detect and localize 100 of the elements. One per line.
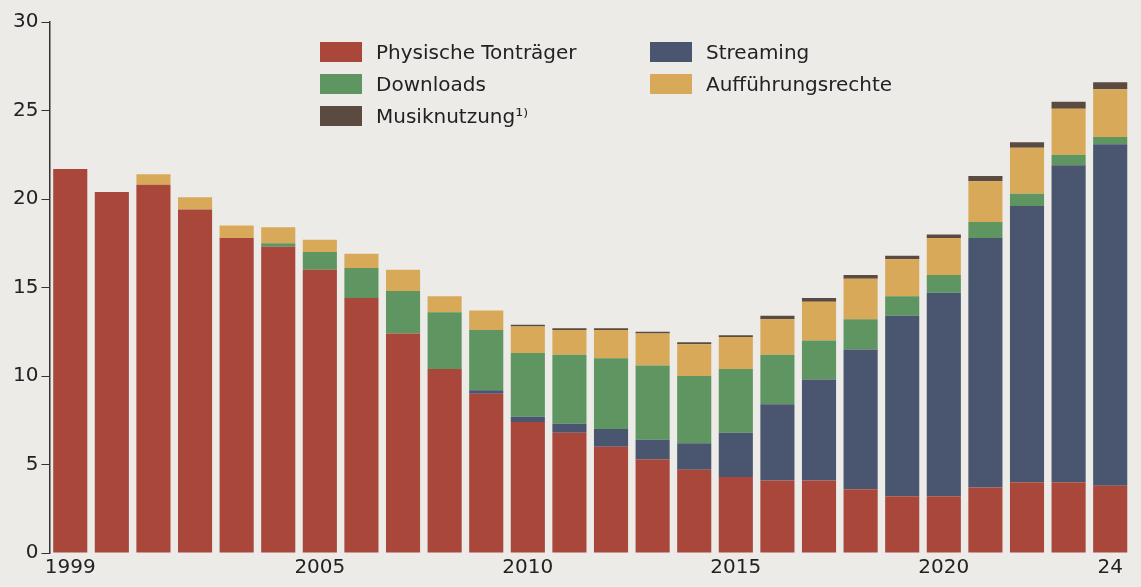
bar bbox=[219, 225, 254, 238]
x-tick-label: 2020 bbox=[918, 554, 970, 579]
x-tick-label: 2015 bbox=[710, 554, 762, 579]
bar bbox=[385, 269, 421, 292]
legend-label: Downloads bbox=[376, 72, 486, 96]
bar bbox=[635, 439, 670, 460]
bar bbox=[177, 209, 213, 553]
bar bbox=[344, 253, 379, 269]
bar bbox=[427, 368, 462, 553]
bar bbox=[510, 416, 545, 423]
bar bbox=[843, 319, 878, 350]
y-tick-label: 5 bbox=[25, 450, 39, 475]
bar bbox=[1009, 142, 1045, 148]
bar bbox=[1009, 193, 1045, 207]
bar bbox=[552, 329, 587, 355]
bar bbox=[552, 423, 587, 433]
y-tick-label: 10 bbox=[13, 362, 39, 387]
x-tick-label: 2005 bbox=[294, 554, 346, 579]
bar bbox=[510, 422, 545, 553]
x-tick-label: 1999 bbox=[44, 554, 96, 579]
bar bbox=[261, 243, 296, 247]
bar bbox=[593, 358, 629, 430]
bar bbox=[385, 291, 421, 334]
bar bbox=[968, 487, 1003, 553]
bar bbox=[677, 469, 712, 553]
bar bbox=[469, 310, 504, 330]
bar bbox=[843, 489, 878, 553]
bar bbox=[1093, 144, 1128, 486]
bar bbox=[427, 296, 462, 313]
bar bbox=[261, 246, 296, 553]
bar bbox=[136, 174, 171, 185]
bar bbox=[593, 429, 629, 447]
bar bbox=[968, 222, 1003, 238]
bar bbox=[677, 344, 712, 376]
x-tick-label: 2010 bbox=[502, 554, 554, 579]
bar bbox=[968, 175, 1003, 182]
bar bbox=[177, 197, 213, 210]
bar bbox=[1051, 165, 1086, 483]
bar bbox=[1009, 206, 1045, 483]
bar bbox=[718, 337, 753, 369]
bar bbox=[885, 296, 920, 316]
bar bbox=[302, 269, 337, 553]
bar bbox=[427, 312, 462, 369]
bar bbox=[677, 443, 712, 470]
bar bbox=[718, 368, 753, 433]
y-tick-label: 30 bbox=[13, 8, 39, 33]
bar bbox=[760, 354, 795, 405]
bar bbox=[635, 333, 670, 366]
bar bbox=[677, 376, 712, 444]
bar bbox=[344, 268, 379, 299]
bar bbox=[593, 329, 629, 359]
y-tick-label: 25 bbox=[13, 96, 39, 121]
bar bbox=[1093, 137, 1128, 145]
bar bbox=[926, 237, 961, 276]
bar bbox=[469, 390, 504, 394]
y-tick-label: 0 bbox=[25, 539, 39, 564]
bar bbox=[926, 275, 961, 293]
bar bbox=[843, 349, 878, 490]
bar bbox=[552, 432, 587, 553]
bar bbox=[510, 326, 545, 353]
legend-label: Streaming bbox=[706, 40, 810, 64]
bar bbox=[801, 301, 837, 341]
bar bbox=[469, 393, 504, 553]
bar bbox=[718, 476, 753, 553]
bar bbox=[760, 404, 795, 481]
bar bbox=[801, 379, 837, 481]
bar bbox=[760, 319, 795, 355]
bar bbox=[885, 315, 920, 497]
bar bbox=[1009, 482, 1045, 553]
bar bbox=[1093, 89, 1128, 138]
bar bbox=[469, 329, 504, 391]
bar bbox=[843, 275, 878, 279]
bar bbox=[1051, 108, 1086, 155]
bar bbox=[1051, 101, 1086, 109]
bar bbox=[926, 234, 961, 238]
bar bbox=[926, 496, 961, 553]
bar bbox=[302, 239, 337, 253]
bar bbox=[261, 227, 296, 244]
bar bbox=[843, 278, 878, 320]
bar bbox=[1093, 82, 1128, 90]
bar bbox=[1051, 154, 1086, 166]
bar bbox=[760, 480, 795, 553]
bar bbox=[635, 365, 670, 440]
bar bbox=[801, 298, 837, 302]
y-tick-label: 20 bbox=[13, 185, 39, 210]
legend-label: Physische Tonträger bbox=[376, 40, 577, 64]
legend-label: Aufführungsrechte bbox=[706, 72, 893, 96]
bar bbox=[219, 237, 254, 553]
legend-label: Musiknutzung¹⁾ bbox=[376, 104, 529, 128]
bar bbox=[968, 181, 1003, 223]
bar bbox=[1009, 147, 1045, 194]
bar bbox=[552, 354, 587, 424]
bar bbox=[718, 432, 753, 477]
bar bbox=[968, 237, 1003, 488]
y-tick-label: 15 bbox=[13, 273, 39, 298]
bar bbox=[1093, 485, 1128, 553]
bar bbox=[1051, 482, 1086, 553]
bar bbox=[510, 352, 545, 417]
bar bbox=[635, 459, 670, 553]
bar bbox=[593, 446, 629, 553]
